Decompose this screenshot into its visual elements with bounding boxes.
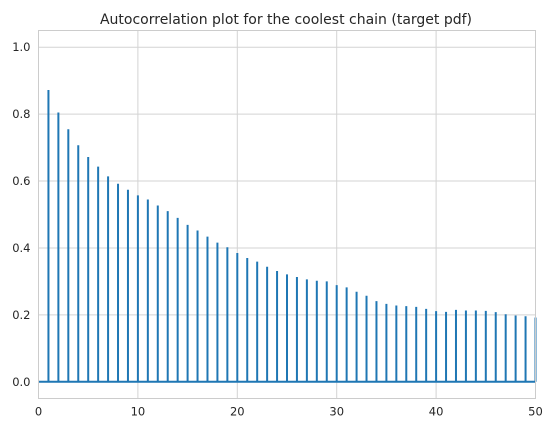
x-tick-label: 50 xyxy=(528,405,543,419)
x-axis-ticks: 0 10 20 30 40 50 xyxy=(35,405,543,419)
y-tick-label: 0.8 xyxy=(12,107,30,121)
plot-frame xyxy=(38,30,536,399)
x-tick-label: 10 xyxy=(131,405,146,419)
x-tick-label: 0 xyxy=(35,405,42,419)
y-tick-label: 1.0 xyxy=(12,40,30,54)
x-tick-label: 40 xyxy=(429,405,444,419)
x-tick-label: 30 xyxy=(329,405,344,419)
y-tick-label: 0.4 xyxy=(12,241,30,255)
x-tick-label: 20 xyxy=(230,405,245,419)
y-tick-label: 0.2 xyxy=(12,308,30,322)
y-tick-label: 0.0 xyxy=(12,375,30,389)
y-axis-ticks: 0.0 0.2 0.4 0.6 0.8 1.0 xyxy=(12,40,30,389)
stems xyxy=(38,90,537,383)
chart-title: Autocorrelation plot for the coolest cha… xyxy=(100,12,472,28)
y-tick-label: 0.6 xyxy=(12,174,30,188)
